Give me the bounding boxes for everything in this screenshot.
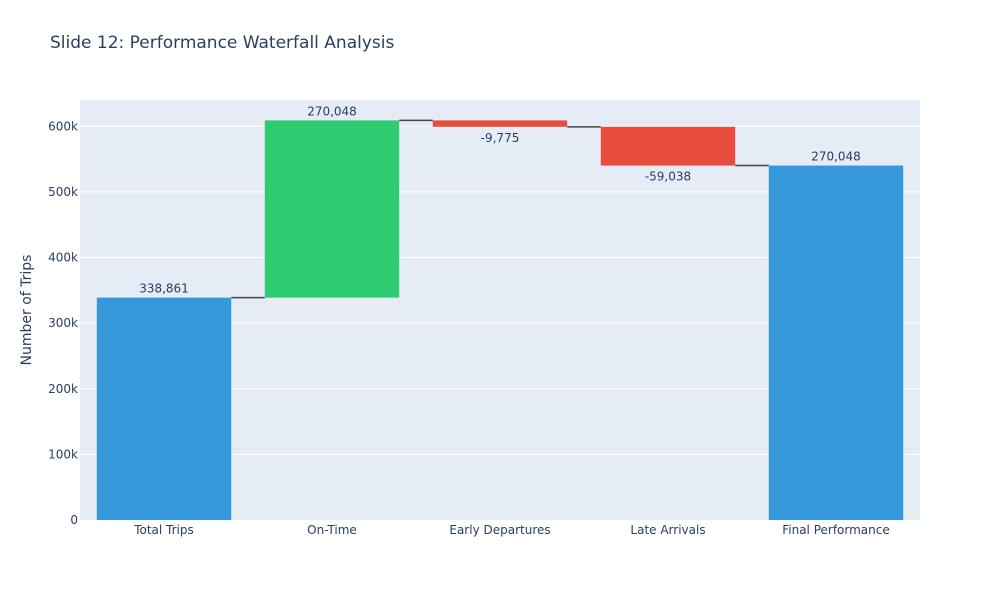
x-tick-label: On-Time [307, 523, 357, 537]
y-axis-title: Number of Trips [19, 255, 35, 366]
y-tick-label: 400k [48, 251, 78, 265]
x-tick-label: Early Departures [449, 523, 550, 537]
waterfall-bar [601, 127, 735, 166]
x-tick-label: Final Performance [782, 523, 890, 537]
y-tick-labels: 0 100k 200k 300k 400k 500k 600k [48, 119, 78, 527]
waterfall-bar [433, 120, 567, 126]
x-tick-label: Late Arrivals [630, 523, 705, 537]
bar-value-label: -59,038 [645, 170, 691, 184]
y-tick-label: 300k [48, 316, 78, 330]
bar-value-label: 338,861 [139, 282, 189, 296]
y-tick-label: 600k [48, 119, 78, 133]
bar-value-label: -9,775 [481, 131, 520, 145]
bar-value-label: 270,048 [811, 150, 861, 164]
x-tick-labels: Total Trips On-Time Early Departures Late A… [133, 523, 890, 537]
bar-value-label: 270,048 [307, 104, 357, 118]
y-tick-label: 500k [48, 185, 78, 199]
waterfall-bar [769, 166, 903, 520]
y-tick-label: 200k [48, 382, 78, 396]
waterfall-bar [265, 120, 399, 297]
x-tick-label: Total Trips [133, 523, 194, 537]
waterfall-bar [97, 298, 231, 520]
y-tick-label: 0 [70, 513, 78, 527]
y-tick-label: 100k [48, 447, 78, 461]
